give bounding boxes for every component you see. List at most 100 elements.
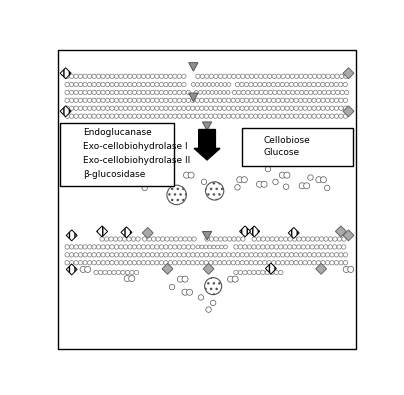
Circle shape	[279, 172, 285, 178]
Circle shape	[220, 245, 223, 249]
Circle shape	[204, 261, 208, 265]
Circle shape	[274, 270, 278, 275]
Circle shape	[209, 237, 214, 241]
Text: Glucose: Glucose	[264, 149, 300, 158]
Polygon shape	[162, 263, 173, 274]
Circle shape	[326, 74, 330, 79]
Circle shape	[281, 74, 285, 79]
Circle shape	[339, 253, 343, 257]
Circle shape	[123, 74, 128, 79]
Circle shape	[315, 237, 319, 241]
Circle shape	[67, 169, 77, 180]
Circle shape	[299, 74, 303, 79]
Polygon shape	[343, 106, 354, 117]
Circle shape	[328, 237, 333, 241]
Circle shape	[222, 253, 227, 257]
Circle shape	[271, 106, 276, 111]
Circle shape	[177, 98, 181, 103]
Circle shape	[276, 114, 280, 118]
Circle shape	[288, 237, 292, 241]
Circle shape	[196, 245, 200, 249]
Circle shape	[308, 175, 313, 180]
Circle shape	[146, 114, 150, 118]
Circle shape	[182, 82, 186, 87]
Circle shape	[186, 245, 191, 249]
Circle shape	[213, 261, 217, 265]
Circle shape	[141, 261, 146, 265]
Circle shape	[195, 261, 200, 265]
Circle shape	[114, 74, 119, 79]
Circle shape	[263, 74, 267, 79]
Circle shape	[206, 182, 224, 200]
Circle shape	[196, 74, 200, 79]
Circle shape	[164, 245, 168, 249]
Circle shape	[200, 261, 204, 265]
Circle shape	[130, 270, 134, 275]
Circle shape	[271, 98, 276, 103]
Circle shape	[177, 106, 181, 111]
Circle shape	[316, 253, 321, 257]
Circle shape	[245, 74, 250, 79]
Circle shape	[294, 253, 298, 257]
Circle shape	[227, 114, 231, 118]
Circle shape	[334, 261, 339, 265]
Circle shape	[272, 74, 276, 79]
Text: β-glucosidase: β-glucosidase	[83, 170, 145, 179]
Circle shape	[78, 98, 83, 103]
Circle shape	[218, 261, 222, 265]
Circle shape	[200, 74, 204, 79]
Circle shape	[114, 90, 119, 95]
Polygon shape	[97, 226, 107, 237]
Circle shape	[330, 98, 334, 103]
Polygon shape	[335, 226, 346, 237]
Circle shape	[146, 106, 150, 111]
Circle shape	[187, 289, 193, 295]
Circle shape	[128, 90, 132, 95]
Circle shape	[150, 114, 155, 118]
Circle shape	[182, 106, 186, 111]
Circle shape	[204, 106, 208, 111]
Circle shape	[214, 74, 218, 79]
Circle shape	[160, 237, 165, 241]
Circle shape	[244, 106, 249, 111]
Circle shape	[69, 253, 74, 257]
Circle shape	[128, 261, 132, 265]
Circle shape	[325, 82, 329, 87]
Circle shape	[105, 98, 110, 103]
Circle shape	[247, 270, 252, 275]
Circle shape	[183, 237, 187, 241]
Circle shape	[65, 245, 69, 249]
Circle shape	[114, 114, 119, 118]
Circle shape	[213, 98, 217, 103]
Circle shape	[101, 106, 105, 111]
Circle shape	[267, 106, 271, 111]
Circle shape	[78, 253, 83, 257]
Circle shape	[343, 82, 347, 87]
Circle shape	[324, 185, 330, 191]
Circle shape	[65, 74, 69, 79]
Text: Exo-cellobiohydrolase I: Exo-cellobiohydrolase I	[83, 142, 188, 151]
Text: Cellobiose: Cellobiose	[264, 135, 311, 145]
Circle shape	[334, 82, 339, 87]
Circle shape	[168, 106, 173, 111]
Circle shape	[227, 83, 231, 87]
Circle shape	[124, 276, 130, 282]
Circle shape	[301, 245, 305, 249]
Circle shape	[227, 98, 231, 103]
Circle shape	[244, 98, 249, 103]
Circle shape	[114, 106, 119, 111]
Circle shape	[128, 74, 132, 79]
Circle shape	[244, 253, 249, 257]
Circle shape	[155, 253, 159, 257]
Circle shape	[97, 261, 101, 265]
Circle shape	[142, 185, 147, 191]
Circle shape	[127, 237, 131, 241]
Circle shape	[92, 74, 96, 79]
Circle shape	[249, 82, 253, 87]
Circle shape	[274, 245, 278, 249]
Circle shape	[159, 245, 164, 249]
Circle shape	[325, 114, 330, 118]
Circle shape	[137, 98, 141, 103]
Circle shape	[263, 261, 267, 265]
Circle shape	[246, 90, 250, 95]
